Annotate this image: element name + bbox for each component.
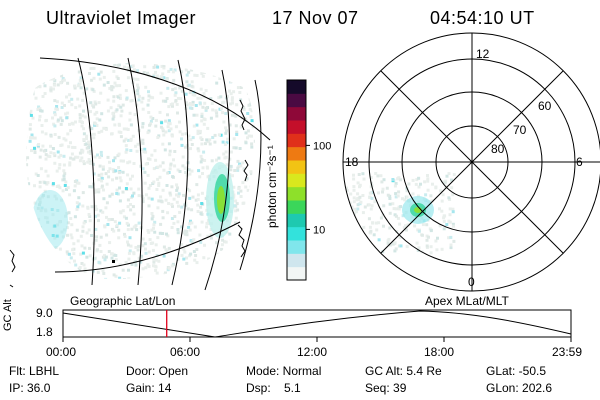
colorbar [286,79,307,281]
colorbar-segment [287,213,306,228]
colorbar-segment [287,240,306,254]
colorbar-segment [287,106,306,121]
info-mode: Mode: Normal [246,364,322,378]
mlat-label-80: 80 [491,142,505,156]
colorbar-tick-label: 100 [313,140,331,152]
date-label: 17 Nov 07 [272,8,359,28]
colorbar-segment [287,173,306,188]
timeline-frame [62,309,572,338]
timeline-ymin: 1.8 [36,325,53,339]
info-ip: IP: 36.0 [9,381,51,395]
coastline [9,99,249,288]
colorbar-segment [287,80,306,94]
geographic-grid [39,57,271,291]
colorbar-segment [287,226,306,241]
colorbar-segment [287,133,306,148]
info-glat: GLat: -50.5 [486,364,547,378]
colorbar-segment [287,146,306,161]
mlat-label-60: 60 [538,99,552,113]
geographic-label: Geographic Lat/Lon [70,294,176,308]
mlt-label-12: 12 [476,47,490,61]
colorbar-segment [287,253,306,268]
colorbar-frame [286,79,307,281]
mlt-label-0: 0 [468,275,475,289]
app-title: Ultraviolet Imager [46,8,197,28]
info-flt: Flt: LBHL [9,364,60,378]
xtick-0000: 00:00 [46,345,77,359]
colorbar-segment [287,266,306,281]
colorbar-segment [287,93,306,108]
xtick-2359: 23:59 [552,345,583,359]
timeline-ymax: 9.0 [36,306,53,320]
xtick-0600: 06:00 [170,345,201,359]
info-glon: GLon: 202.6 [486,381,553,395]
mlt-label-18: 18 [345,155,359,169]
mlat-label-70: 70 [513,123,527,137]
polar-grid [342,32,600,292]
colorbar-label: photon cm⁻²s⁻¹ [265,145,279,228]
apex-label: Apex MLat/MLT [425,294,509,308]
polar-plot [342,32,600,292]
info-gcalt: GC Alt: 5.4 Re [365,364,442,378]
colorbar-segment [287,120,306,134]
colorbar-segment [287,200,306,214]
colorbar-tick-label: 10 [313,224,325,236]
info-door: Door: Open [126,364,189,378]
colorbar-segment [287,160,306,174]
info-gain: Gain: 14 [126,381,172,395]
mlt-label-6: 6 [576,155,583,169]
time-label: 04:54:10 UT [430,8,535,28]
info-dsp: Dsp: 5.1 [246,381,301,395]
colorbar-segment [287,186,306,201]
geographic-image [9,57,271,291]
altitude-timeline [62,309,572,342]
colorbar-ticks: 100 10 [306,140,331,236]
xtick-1800: 18:00 [424,345,455,359]
timeline-ylabel: GC Alt [2,299,14,331]
altitude-curve [62,310,572,338]
xtick-1200: 12:00 [297,345,328,359]
info-seq: Seq: 39 [365,381,407,395]
timeline-ticks [62,337,572,342]
